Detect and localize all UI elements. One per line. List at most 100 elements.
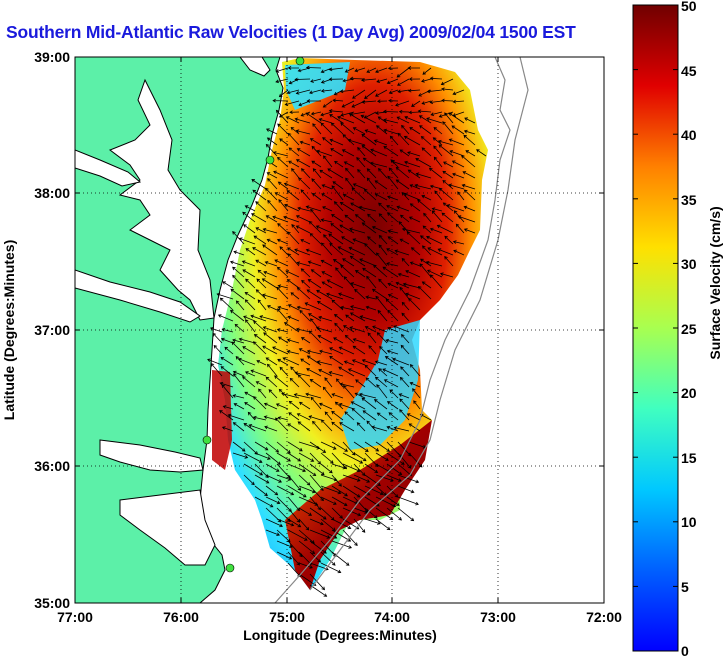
velocity-arrow: [404, 160, 421, 168]
velocity-arrow: [309, 529, 331, 539]
velocity-arrow: [438, 144, 454, 157]
velocity-arrow: [461, 183, 476, 190]
velocity-arrow: [275, 417, 289, 432]
map-title: Southern Mid-Atlantic Raw Velocities (1 …: [6, 22, 576, 42]
velocity-arrow: [427, 247, 443, 256]
velocity-arrow: [367, 213, 377, 223]
velocity-arrow: [265, 463, 280, 472]
velocity-arrow: [422, 67, 432, 75]
velocity-arrow: [463, 228, 476, 234]
velocity-arrow: [331, 410, 344, 421]
velocity-arrow: [374, 376, 388, 388]
velocity-arrow: [276, 441, 291, 454]
velocity-arrow: [331, 551, 350, 566]
velocity-arrow: [353, 441, 369, 452]
colorbar-tick-label: 35: [681, 192, 697, 208]
velocity-arrow: [388, 89, 399, 95]
velocity-arrow: [237, 357, 256, 366]
velocity-arrow: [363, 188, 377, 201]
velocity-arrow: [399, 398, 410, 410]
velocity-arrow: [365, 305, 377, 311]
velocity-arrow: [342, 193, 355, 201]
velocity-arrow: [397, 272, 410, 278]
velocity-arrow: [376, 412, 388, 421]
velocity-arrow: [386, 463, 403, 476]
velocity-arrow: [364, 243, 377, 256]
velocity-arrow: [252, 341, 267, 355]
velocity-arrow: [364, 518, 381, 525]
velocity-arrow: [337, 246, 355, 256]
velocity-arrow: [398, 109, 410, 114]
velocity-arrow: [243, 224, 256, 234]
velocity-arrow: [286, 338, 300, 344]
y-tick-labels: 39:00 38:00 37:00 36:00 35:00: [34, 49, 70, 611]
velocity-arrow: [265, 376, 278, 388]
velocity-arrow: [436, 224, 454, 234]
velocity-arrow: [375, 89, 388, 97]
velocity-arrow: [357, 147, 366, 157]
velocity-arrow: [316, 149, 333, 157]
velocity-arrow: [265, 474, 283, 483]
velocity-arrow: [295, 129, 311, 135]
velocity-arrow: [224, 346, 234, 355]
velocity-arrow: [423, 212, 432, 223]
velocity-arrow: [300, 358, 311, 366]
radar-site: [295, 57, 305, 66]
velocity-arrow: [242, 269, 256, 278]
velocity-arrow: [305, 248, 322, 256]
velocity-arrow: [322, 137, 333, 146]
velocity-arrow: [396, 67, 410, 78]
velocity-arrow: [298, 496, 319, 506]
velocity-arrow: [369, 161, 388, 168]
velocity-arrow: [275, 67, 289, 73]
velocity-arrow: [355, 379, 366, 388]
velocity-arrow: [460, 155, 476, 168]
velocity-arrow: [394, 249, 410, 256]
velocity-arrow: [376, 78, 388, 83]
velocity-arrow: [216, 292, 234, 300]
velocity-arrow: [462, 171, 476, 179]
velocity-arrow: [241, 260, 256, 267]
velocity-arrow: [375, 441, 391, 452]
velocity-arrow: [319, 349, 333, 355]
y-tick-label: 36:00: [34, 458, 70, 474]
velocity-arrow: [387, 66, 399, 71]
velocity-arrow: [364, 474, 381, 487]
velocity-arrow: [354, 214, 366, 223]
velocity-arrow: [290, 127, 300, 135]
velocity-arrow: [433, 126, 443, 135]
colorbar: [632, 4, 679, 652]
colorbar-tick-label: 45: [681, 63, 697, 79]
x-tick-label: 74:00: [374, 609, 410, 625]
velocity-arrow: [331, 463, 347, 470]
velocity-arrow: [253, 396, 267, 410]
velocity-arrow: [386, 474, 402, 482]
velocity-arrow: [343, 325, 355, 333]
velocity-arrow: [251, 179, 267, 190]
velocity-arrow: [277, 156, 289, 168]
velocity-arrow: [277, 416, 289, 421]
velocity-arrow: [287, 66, 300, 70]
velocity-arrow: [386, 425, 399, 432]
velocity-arrow: [316, 289, 333, 300]
velocity-arrow: [207, 358, 223, 366]
velocity-arrow: [364, 485, 384, 496]
velocity-arrow: [339, 422, 355, 432]
velocity-arrow: [432, 137, 443, 146]
velocity-arrow: [371, 288, 388, 300]
velocity-arrow: [451, 125, 465, 135]
velocity-arrow: [243, 474, 255, 486]
velocity-arrow: [362, 157, 377, 168]
velocity-arrow: [287, 529, 308, 541]
velocity-arrow: [255, 381, 267, 388]
velocity-arrow: [320, 463, 333, 474]
velocity-arrow: [429, 274, 443, 289]
x-tick-label: 75:00: [269, 609, 305, 625]
velocity-arrow: [277, 358, 289, 366]
velocity-arrow: [242, 346, 256, 355]
velocity-arrow: [395, 100, 410, 107]
velocity-arrow: [287, 463, 307, 473]
velocity-arrow: [371, 226, 388, 234]
velocity-arrow: [340, 305, 355, 311]
velocity-arrow: [213, 344, 223, 355]
